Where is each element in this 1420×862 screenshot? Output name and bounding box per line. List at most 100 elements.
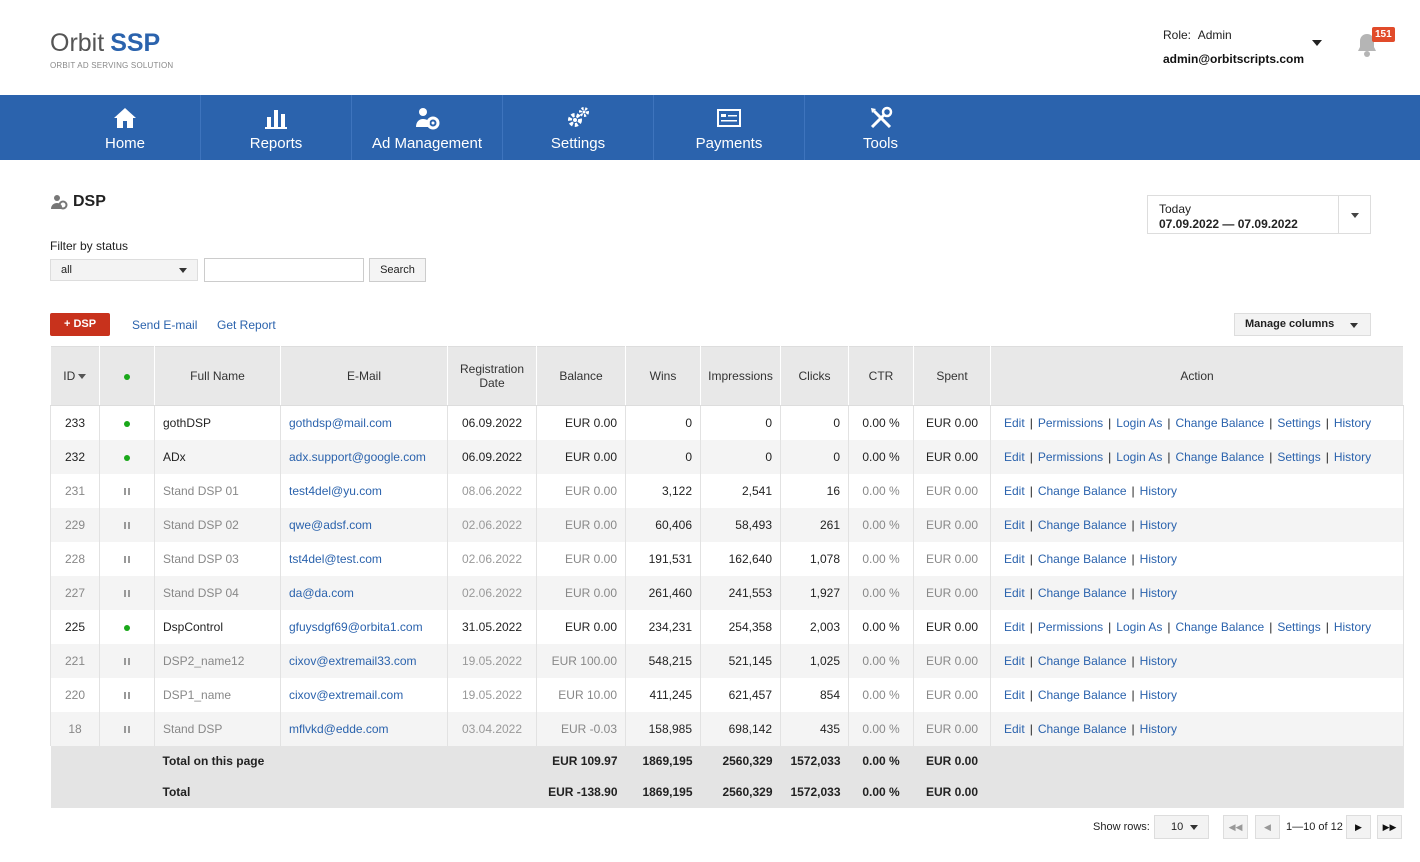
- bell-icon[interactable]: [1355, 32, 1379, 58]
- nav-settings[interactable]: Settings: [503, 95, 654, 160]
- email-link[interactable]: cixov@extremail33.com: [289, 653, 417, 668]
- action-settings-link[interactable]: Settings: [1277, 415, 1321, 430]
- cell-status[interactable]: [99, 473, 155, 508]
- table-row[interactable]: 229 Stand DSP 02 qwe@adsf.com 02.06.2022 EUR…: [50, 507, 1404, 542]
- last-page-button[interactable]: ▶▶: [1377, 815, 1402, 839]
- date-range-picker[interactable]: Today 07.09.2022 — 07.09.2022: [1147, 195, 1371, 234]
- logo[interactable]: Orbit SSP ORBIT AD SERVING SOLUTION: [50, 29, 173, 70]
- action-login-as-link[interactable]: Login As: [1116, 449, 1163, 464]
- user-menu-chevron-down-icon[interactable]: [1312, 40, 1322, 46]
- add-dsp-button[interactable]: + DSP: [50, 313, 110, 336]
- next-page-button[interactable]: ▶: [1346, 815, 1371, 839]
- cell-status[interactable]: [99, 643, 155, 678]
- prev-page-button[interactable]: ◀: [1255, 815, 1280, 839]
- table-row[interactable]: 232 ADx adx.support@google.com 06.09.2022 EU…: [50, 439, 1404, 474]
- email-link[interactable]: gfuysdgf69@orbita1.com: [289, 619, 423, 634]
- action-change-balance-link[interactable]: Change Balance: [1037, 517, 1127, 532]
- action-change-balance-link[interactable]: Change Balance: [1037, 483, 1127, 498]
- action-permissions-link[interactable]: Permissions: [1037, 449, 1104, 464]
- action-edit-link[interactable]: Edit: [1004, 721, 1025, 736]
- col-status-header[interactable]: [99, 346, 155, 406]
- action-history-link[interactable]: History: [1139, 653, 1178, 668]
- col-id-header[interactable]: ID: [50, 346, 100, 406]
- email-link[interactable]: test4del@yu.com: [289, 483, 382, 498]
- action-history-link[interactable]: History: [1139, 585, 1178, 600]
- action-change-balance-link[interactable]: Change Balance: [1175, 449, 1265, 464]
- nav-home[interactable]: Home: [50, 95, 201, 160]
- col-reg-date-header[interactable]: Registration Date: [447, 346, 537, 406]
- action-settings-link[interactable]: Settings: [1277, 449, 1321, 464]
- action-login-as-link[interactable]: Login As: [1116, 415, 1163, 430]
- action-history-link[interactable]: History: [1139, 517, 1178, 532]
- action-edit-link[interactable]: Edit: [1004, 619, 1025, 634]
- col-impressions-header[interactable]: Impressions: [700, 346, 781, 406]
- action-history-link[interactable]: History: [1333, 619, 1372, 634]
- email-link[interactable]: gothdsp@mail.com: [289, 415, 392, 430]
- table-row[interactable]: 220 DSP1_name cixov@extremail.com 19.05.202…: [50, 677, 1404, 712]
- get-report-link[interactable]: Get Report: [217, 318, 276, 332]
- action-change-balance-link[interactable]: Change Balance: [1037, 721, 1127, 736]
- action-edit-link[interactable]: Edit: [1004, 483, 1025, 498]
- cell-status[interactable]: [99, 439, 155, 474]
- email-link[interactable]: adx.support@google.com: [289, 449, 426, 464]
- action-change-balance-link[interactable]: Change Balance: [1037, 687, 1127, 702]
- nav-payments[interactable]: Payments: [654, 95, 805, 160]
- chevron-down-icon[interactable]: [1351, 213, 1359, 218]
- action-settings-link[interactable]: Settings: [1277, 619, 1321, 634]
- col-ctr-header[interactable]: CTR: [848, 346, 914, 406]
- nav-reports[interactable]: Reports: [201, 95, 352, 160]
- cell-status[interactable]: [99, 405, 155, 440]
- show-rows-select[interactable]: 10: [1154, 815, 1209, 839]
- action-change-balance-link[interactable]: Change Balance: [1037, 585, 1127, 600]
- action-edit-link[interactable]: Edit: [1004, 449, 1025, 464]
- notifications-badge[interactable]: 151: [1372, 27, 1395, 42]
- action-edit-link[interactable]: Edit: [1004, 653, 1025, 668]
- cell-status[interactable]: [99, 507, 155, 542]
- status-filter-select[interactable]: all: [50, 259, 198, 281]
- email-link[interactable]: qwe@adsf.com: [289, 517, 372, 532]
- nav-tools[interactable]: Tools: [805, 95, 956, 160]
- cell-status[interactable]: [99, 575, 155, 610]
- action-permissions-link[interactable]: Permissions: [1037, 415, 1104, 430]
- email-link[interactable]: da@da.com: [289, 585, 354, 600]
- cell-status[interactable]: [99, 677, 155, 712]
- action-history-link[interactable]: History: [1139, 483, 1178, 498]
- col-clicks-header[interactable]: Clicks: [780, 346, 849, 406]
- email-link[interactable]: tst4del@test.com: [289, 551, 382, 566]
- col-email-header[interactable]: E-Mail: [280, 346, 448, 406]
- action-history-link[interactable]: History: [1333, 449, 1372, 464]
- action-change-balance-link[interactable]: Change Balance: [1037, 653, 1127, 668]
- table-row[interactable]: 221 DSP2_name12 cixov@extremail33.com 19.05…: [50, 643, 1404, 678]
- table-row[interactable]: 228 Stand DSP 03 tst4del@test.com 02.06.202…: [50, 541, 1404, 576]
- search-button[interactable]: Search: [369, 258, 426, 282]
- email-link[interactable]: mflvkd@edde.com: [289, 721, 389, 736]
- action-edit-link[interactable]: Edit: [1004, 517, 1025, 532]
- action-edit-link[interactable]: Edit: [1004, 415, 1025, 430]
- manage-columns-button[interactable]: Manage columns: [1234, 313, 1371, 336]
- action-history-link[interactable]: History: [1139, 721, 1178, 736]
- table-row[interactable]: 227 Stand DSP 04 da@da.com 02.06.2022 EUR 0.…: [50, 575, 1404, 610]
- email-link[interactable]: cixov@extremail.com: [289, 687, 404, 702]
- cell-status[interactable]: [99, 711, 155, 746]
- action-edit-link[interactable]: Edit: [1004, 551, 1025, 566]
- action-history-link[interactable]: History: [1333, 415, 1372, 430]
- nav-ad-management[interactable]: Ad Management: [352, 95, 503, 160]
- cell-status[interactable]: [99, 609, 155, 644]
- table-row[interactable]: 18 Stand DSP mflvkd@edde.com 03.04.2022 EUR …: [50, 711, 1404, 746]
- col-full-name-header[interactable]: Full Name: [154, 346, 281, 406]
- action-change-balance-link[interactable]: Change Balance: [1175, 619, 1265, 634]
- col-balance-header[interactable]: Balance: [536, 346, 626, 406]
- action-edit-link[interactable]: Edit: [1004, 585, 1025, 600]
- user-info[interactable]: Role: Admin admin@orbitscripts.com: [1163, 27, 1304, 67]
- send-email-link[interactable]: Send E-mail: [132, 318, 198, 332]
- table-row[interactable]: 231 Stand DSP 01 test4del@yu.com 08.06.2022…: [50, 473, 1404, 508]
- col-wins-header[interactable]: Wins: [625, 346, 701, 406]
- cell-status[interactable]: [99, 541, 155, 576]
- col-spent-header[interactable]: Spent: [913, 346, 991, 406]
- action-login-as-link[interactable]: Login As: [1116, 619, 1163, 634]
- action-change-balance-link[interactable]: Change Balance: [1175, 415, 1265, 430]
- table-row[interactable]: 233 gothDSP gothdsp@mail.com 06.09.2022 EUR …: [50, 405, 1404, 440]
- search-input[interactable]: [204, 258, 364, 282]
- action-permissions-link[interactable]: Permissions: [1037, 619, 1104, 634]
- table-row[interactable]: 225 DspControl gfuysdgf69@orbita1.com 31.05…: [50, 609, 1404, 644]
